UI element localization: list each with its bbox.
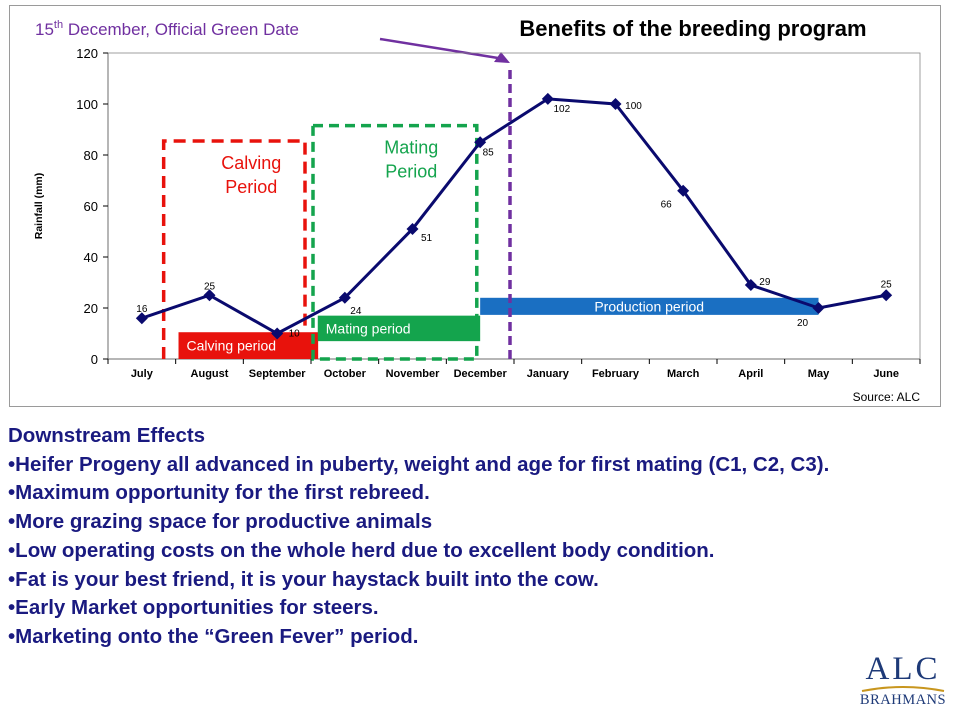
x-tick-label-november: November — [386, 368, 441, 380]
x-tick-label-july: July — [131, 368, 154, 380]
bar-label: Calving period — [187, 338, 277, 354]
x-tick-label-october: October — [324, 368, 367, 380]
data-point — [744, 279, 757, 292]
series-line — [141, 97, 887, 336]
x-tick-label-april: April — [738, 368, 763, 380]
y-tick-label: 100 — [76, 97, 98, 112]
data-label: 102 — [553, 104, 570, 115]
logo-text-brahmans: BRAHMANS — [859, 692, 947, 708]
effects-item: •Early Market opportunities for steers. — [8, 596, 379, 620]
data-point — [406, 222, 419, 235]
x-tick-label-february: February — [592, 368, 640, 380]
effects-item: •Low operating costs on the whole herd d… — [8, 538, 715, 562]
rainfall-chart: Benefits of the breeding program 15th Dec… — [33, 16, 921, 404]
x-tick-label-january: January — [527, 368, 570, 380]
bar-calving-period — [178, 332, 319, 359]
data-point — [474, 136, 487, 149]
bar-label: Mating period — [326, 320, 411, 336]
effects-item: •Maximum opportunity for the first rebre… — [8, 481, 430, 505]
y-tick-label: 0 — [91, 352, 98, 367]
data-point — [880, 289, 893, 302]
effects-item: •Heifer Progeny all advanced in puberty,… — [8, 452, 830, 476]
period-label: Period — [385, 162, 437, 182]
y-tick-label: 80 — [84, 148, 98, 163]
x-tick-label-june: June — [873, 368, 899, 380]
data-point — [609, 98, 622, 110]
data-point — [541, 92, 554, 105]
chart-frame: Benefits of the breeding program 15th Dec… — [9, 5, 941, 407]
x-tick-label-august: August — [191, 368, 229, 380]
y-tick-label: 60 — [84, 199, 98, 214]
x-tick-label-march: March — [667, 368, 700, 380]
data-label: 29 — [759, 277, 771, 288]
effects-item: •More grazing space for productive anima… — [8, 510, 433, 534]
green-date-arrowhead-icon — [494, 52, 510, 63]
data-label: 20 — [797, 318, 809, 329]
green-date-arrow — [379, 37, 499, 60]
source-note: Source: ALC — [853, 390, 921, 404]
downstream-effects: Downstream Effects •Heifer Progeny all a… — [8, 422, 948, 652]
logo-arc-icon — [861, 686, 945, 692]
effects-heading: Downstream Effects — [8, 424, 206, 447]
effects-item: •Fat is your best friend, it is your hay… — [8, 567, 599, 591]
x-tick-label-september: September — [249, 368, 307, 380]
period-box-calving-period — [161, 139, 307, 359]
logo-text-alc: ALC — [865, 651, 941, 687]
period-label: Period — [225, 177, 277, 197]
chart-title: Benefits of the breeding program — [519, 16, 866, 41]
bar-mating-period — [317, 315, 481, 342]
data-label: 25 — [204, 281, 216, 292]
x-tick-label-may: May — [808, 368, 830, 380]
data-label: 100 — [625, 101, 642, 112]
data-label: 85 — [483, 147, 495, 158]
data-label: 24 — [350, 306, 362, 317]
data-label: 25 — [881, 279, 893, 290]
bar-label: Production period — [594, 298, 704, 314]
period-label: Mating — [384, 138, 438, 158]
data-label: 66 — [661, 200, 673, 211]
period-label: Calving — [221, 153, 281, 173]
y-tick-label: 40 — [84, 250, 98, 265]
y-axis-label: Rainfall (mm) — [33, 173, 45, 240]
data-label: 16 — [136, 304, 148, 315]
x-tick-label-december: December — [454, 368, 508, 380]
data-point — [271, 327, 284, 340]
green-date-annotation: 15th December, Official Green Date — [35, 19, 299, 39]
y-tick-label: 120 — [76, 46, 98, 61]
data-label: 51 — [421, 233, 433, 244]
effects-list: •Heifer Progeny all advanced in puberty,… — [8, 451, 948, 652]
data-label: 10 — [289, 329, 301, 340]
data-point — [338, 291, 351, 304]
alc-brahmans-logo: ALC BRAHMANS — [858, 652, 948, 712]
data-point — [203, 289, 216, 302]
effects-item: •Marketing onto the “Green Fever” period… — [8, 624, 419, 648]
bar-production-period — [480, 297, 819, 315]
data-point — [812, 302, 825, 314]
data-point — [135, 312, 148, 325]
data-point — [677, 184, 690, 197]
y-tick-label: 20 — [84, 301, 98, 316]
